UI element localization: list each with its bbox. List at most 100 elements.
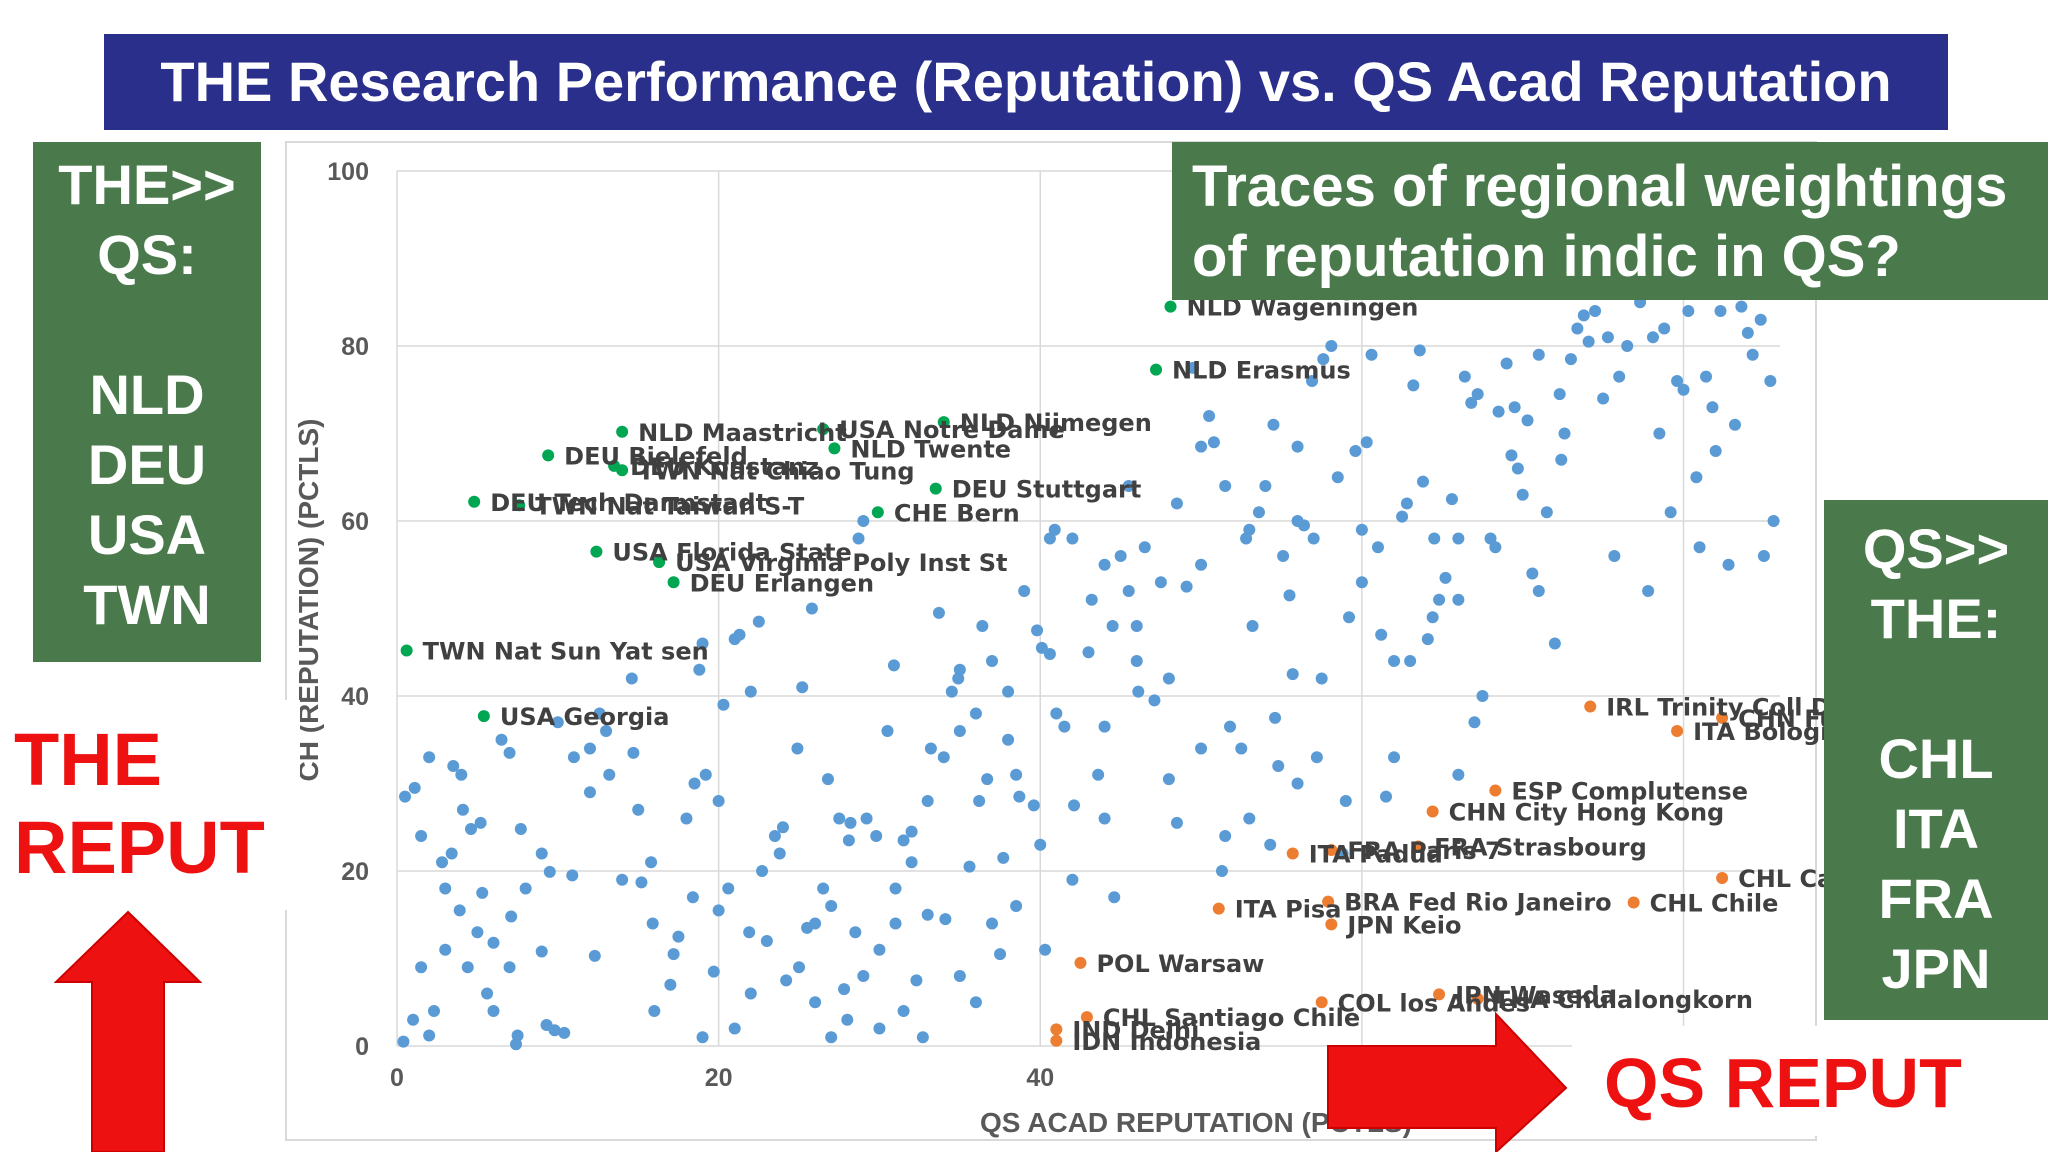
callout-line2: of reputation indic in QS?	[1192, 224, 1901, 289]
data-point	[1130, 655, 1143, 667]
data-point	[963, 860, 976, 873]
data-point	[439, 943, 452, 956]
data-point	[583, 786, 596, 799]
data-point	[1080, 1011, 1093, 1024]
data-point	[780, 974, 793, 987]
point-label: USA Georgia	[500, 703, 670, 731]
data-point	[1291, 440, 1304, 453]
data-point	[768, 830, 781, 842]
data-point	[1031, 624, 1044, 637]
data-point	[399, 790, 412, 803]
point-label: IND Delhi	[1072, 1016, 1199, 1044]
x-tick-label: 40	[1026, 1064, 1054, 1092]
data-point	[897, 1005, 910, 1017]
data-point	[535, 945, 548, 958]
data-point	[760, 935, 773, 947]
data-point	[476, 886, 489, 899]
data-point	[1690, 471, 1703, 484]
data-point	[1613, 370, 1626, 383]
data-point	[1722, 558, 1735, 571]
data-point	[1582, 335, 1595, 348]
point-label: FRA Paris 7	[1347, 837, 1501, 865]
data-point	[844, 816, 857, 829]
data-point	[1148, 694, 1161, 707]
data-point	[717, 698, 730, 711]
data-point	[1277, 550, 1290, 562]
data-point	[881, 725, 894, 737]
data-point	[1002, 733, 1015, 746]
data-point	[707, 965, 720, 978]
data-point	[487, 936, 500, 949]
data-point	[929, 482, 942, 495]
data-point	[603, 768, 616, 781]
data-point	[873, 1022, 886, 1035]
y-tick-label: 0	[355, 1033, 369, 1061]
data-point	[1122, 585, 1135, 597]
data-point	[1764, 375, 1777, 387]
data-point	[1058, 720, 1071, 733]
right-box-country: CHL	[1878, 727, 1994, 790]
left-label-backdrop	[0, 700, 300, 910]
data-point	[672, 930, 685, 943]
left-box-heading2: QS:	[97, 223, 197, 286]
point-label: TWN Nat Sun Yat sen	[423, 638, 709, 666]
data-point	[436, 856, 449, 869]
point-label: CHN City Hong Kong	[1449, 799, 1725, 827]
data-point	[973, 795, 986, 807]
data-point	[645, 856, 658, 869]
right-box-country: FRA	[1878, 867, 1994, 930]
data-point	[921, 908, 934, 921]
data-point	[696, 637, 709, 650]
data-point	[693, 663, 706, 676]
data-point	[1130, 620, 1143, 632]
data-point	[1421, 633, 1434, 646]
data-point	[696, 1031, 709, 1044]
data-point	[471, 926, 484, 939]
data-point	[1325, 340, 1338, 352]
data-point	[1476, 690, 1489, 702]
data-point	[1002, 685, 1015, 698]
data-point	[1433, 988, 1446, 1001]
data-point	[588, 949, 601, 962]
data-point	[1404, 655, 1417, 667]
data-point	[1716, 711, 1729, 724]
point-label: JPN Waseda	[1453, 981, 1616, 1009]
data-point	[1360, 436, 1373, 449]
data-point	[1203, 410, 1216, 422]
data-point	[535, 847, 548, 860]
data-point	[1428, 532, 1441, 545]
data-point	[1439, 571, 1452, 584]
data-point	[986, 917, 999, 930]
data-point	[1532, 348, 1545, 361]
data-point	[397, 1035, 410, 1048]
data-point	[1170, 497, 1183, 510]
data-point	[793, 961, 806, 974]
data-point	[873, 943, 886, 956]
data-point	[1627, 896, 1640, 909]
data-point	[1164, 300, 1177, 313]
data-point	[423, 1029, 436, 1042]
data-point	[1653, 427, 1666, 440]
data-point	[400, 644, 413, 657]
data-point	[407, 1013, 420, 1026]
data-point	[809, 996, 822, 1009]
data-point	[616, 464, 629, 477]
x-tick-label: 20	[705, 1064, 733, 1092]
y-tick-label: 60	[341, 508, 369, 536]
point-label: ITA Pisa	[1235, 896, 1342, 924]
data-point	[635, 876, 648, 889]
data-point	[1098, 558, 1111, 571]
data-point	[1553, 388, 1566, 401]
data-point	[1082, 646, 1095, 659]
data-point	[945, 685, 958, 698]
data-point	[1215, 865, 1228, 877]
data-point	[1492, 405, 1505, 418]
point-label: DEU Konstanz	[630, 453, 819, 481]
data-point	[1286, 847, 1299, 860]
point-label: USA Virginia Poly Inst St	[675, 549, 1007, 577]
data-point	[889, 882, 902, 895]
data-point	[1735, 300, 1748, 313]
data-point	[728, 1022, 741, 1035]
data-point	[1508, 401, 1521, 414]
